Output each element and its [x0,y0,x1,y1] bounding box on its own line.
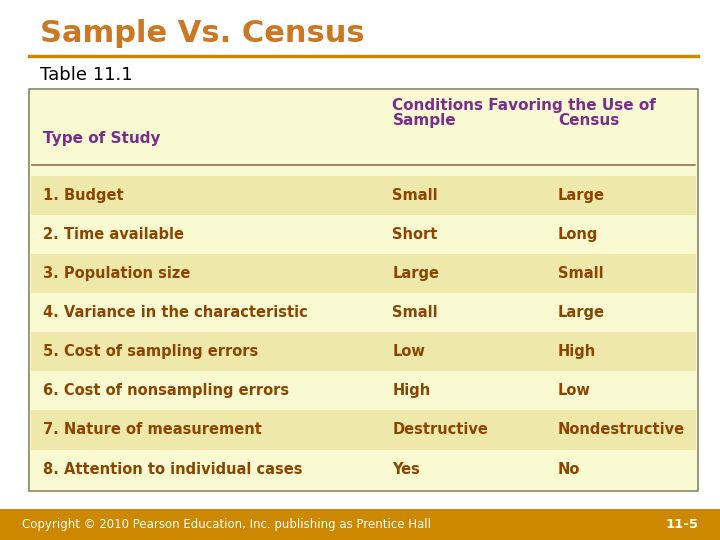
FancyBboxPatch shape [31,214,696,254]
FancyBboxPatch shape [31,332,696,372]
FancyBboxPatch shape [31,449,696,489]
Text: Large: Large [558,187,605,202]
Text: Conditions Favoring the Use of: Conditions Favoring the Use of [392,98,656,113]
Text: Table 11.1: Table 11.1 [40,66,132,84]
Text: Type of Study: Type of Study [43,131,161,146]
Text: Sample: Sample [392,113,456,129]
Text: Census: Census [558,113,619,129]
FancyBboxPatch shape [0,509,720,540]
Text: Copyright © 2010 Pearson Education, Inc. publishing as Prentice Hall: Copyright © 2010 Pearson Education, Inc.… [22,518,431,531]
Text: Low: Low [392,344,426,359]
Text: Small: Small [392,305,438,320]
FancyBboxPatch shape [31,254,696,293]
Text: Low: Low [558,383,591,399]
Text: Large: Large [558,305,605,320]
FancyBboxPatch shape [31,176,696,214]
FancyBboxPatch shape [31,293,696,332]
Text: 6. Cost of nonsampling errors: 6. Cost of nonsampling errors [43,383,289,399]
FancyBboxPatch shape [31,410,696,449]
FancyBboxPatch shape [29,89,698,491]
Text: Large: Large [392,266,439,281]
Text: High: High [558,344,596,359]
Text: Long: Long [558,227,598,242]
FancyBboxPatch shape [31,372,696,410]
Text: Small: Small [392,187,438,202]
Text: Sample Vs. Census: Sample Vs. Census [40,19,364,48]
Text: 8. Attention to individual cases: 8. Attention to individual cases [43,462,302,477]
Text: High: High [392,383,431,399]
Text: 4. Variance in the characteristic: 4. Variance in the characteristic [43,305,308,320]
Text: Short: Short [392,227,438,242]
Text: Destructive: Destructive [392,422,488,437]
Text: 2. Time available: 2. Time available [43,227,184,242]
Text: 7. Nature of measurement: 7. Nature of measurement [43,422,262,437]
Text: Small: Small [558,266,603,281]
Text: Yes: Yes [392,462,420,477]
Text: No: No [558,462,580,477]
Text: 5. Cost of sampling errors: 5. Cost of sampling errors [43,344,258,359]
Text: 1. Budget: 1. Budget [43,187,124,202]
Text: 11-5: 11-5 [665,518,698,531]
Text: Nondestructive: Nondestructive [558,422,685,437]
Text: 3. Population size: 3. Population size [43,266,191,281]
